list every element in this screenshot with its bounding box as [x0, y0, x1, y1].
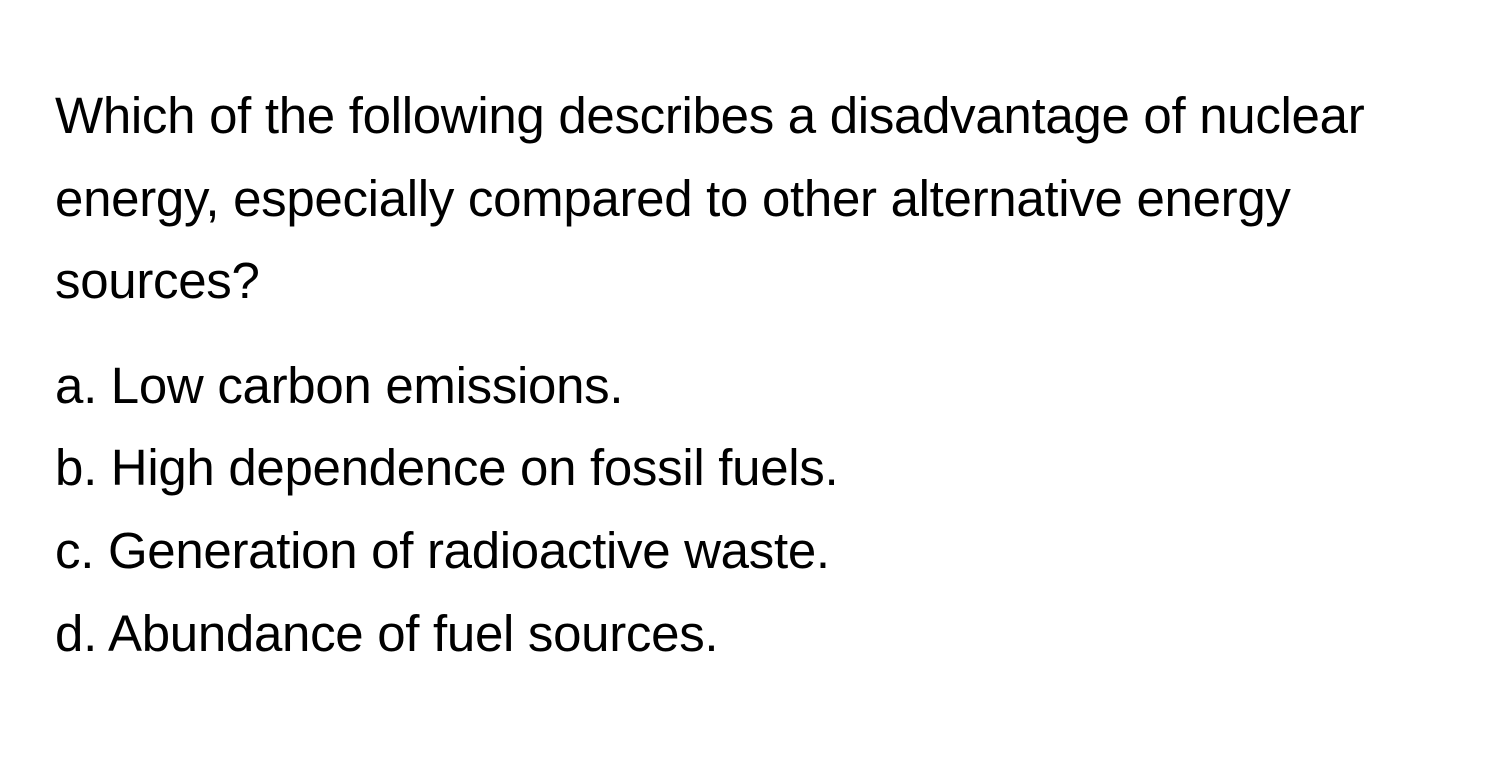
- option-b: b. High dependence on fossil fuels.: [55, 427, 1445, 510]
- question-prompt: Which of the following describes a disad…: [55, 75, 1445, 323]
- question-container: Which of the following describes a disad…: [55, 75, 1445, 675]
- option-a: a. Low carbon emissions.: [55, 345, 1445, 428]
- option-d: d. Abundance of fuel sources.: [55, 593, 1445, 676]
- option-c: c. Generation of radioactive waste.: [55, 510, 1445, 593]
